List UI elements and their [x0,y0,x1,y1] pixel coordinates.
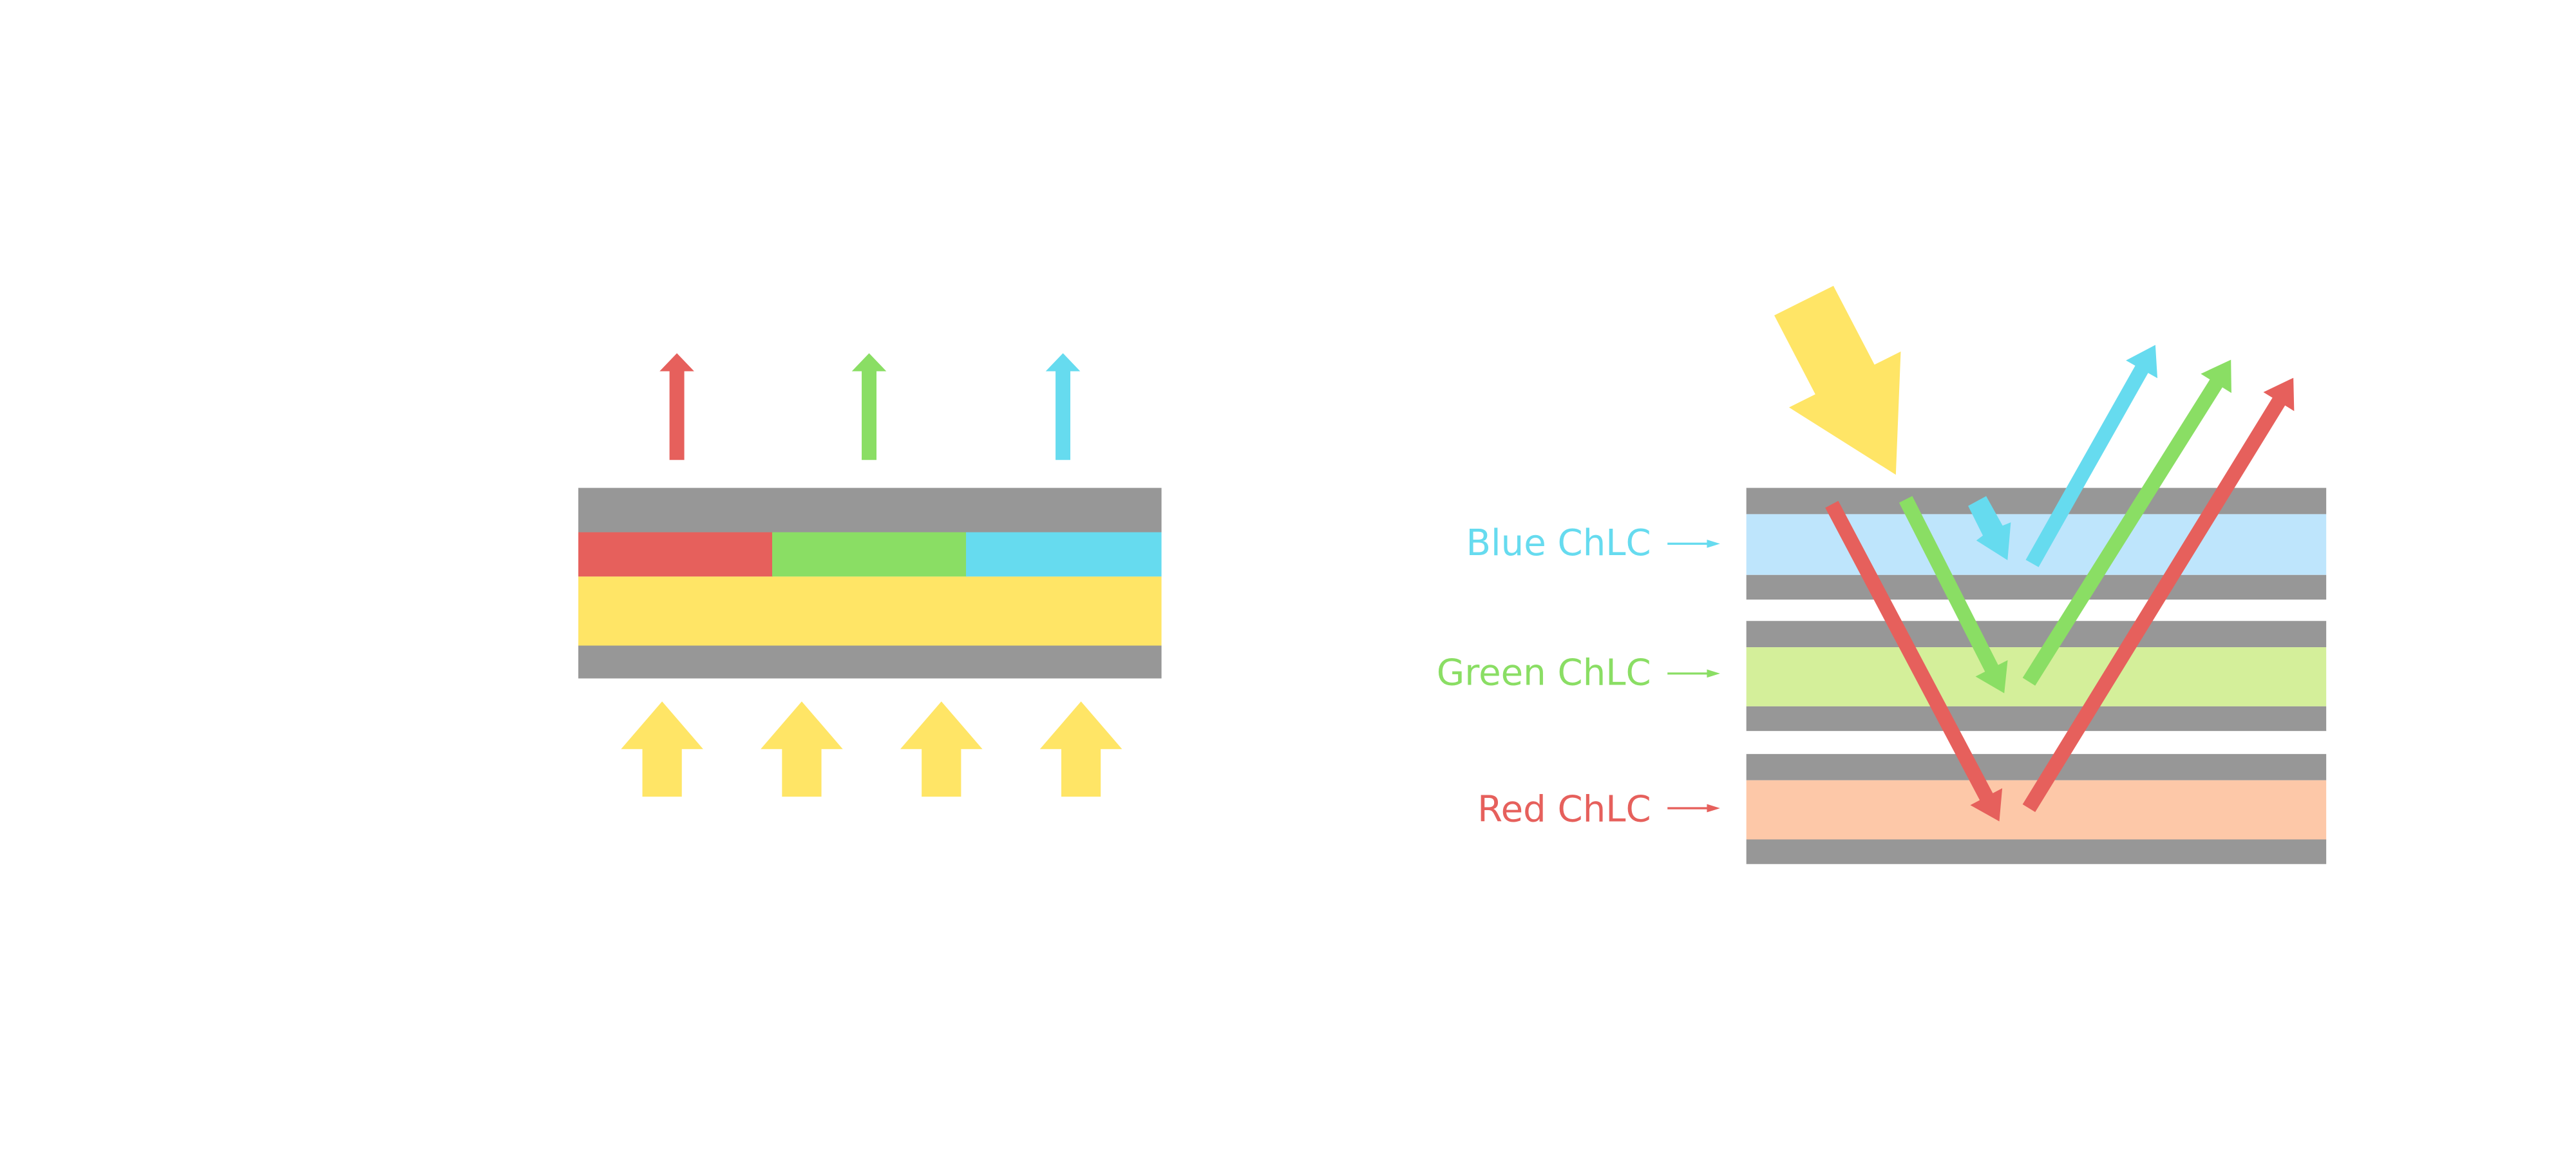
color-filter-display [578,353,1162,797]
red-chlc-label: Red ChLC [1477,788,1651,830]
yellow-backlight-layer [578,576,1162,646]
top-gray-layer [578,487,1162,533]
cyan-incident-arrow [1968,496,2011,560]
blue-gray-bottom [1746,574,2327,600]
green-filter [772,532,967,577]
green-incident-arrow [1899,496,2008,694]
red-output-arrow [659,353,694,460]
red-reflected-arrow [2022,377,2295,813]
red-gray-bottom [1746,839,2327,864]
cyan-filter [966,532,1162,577]
green-gray-top [1746,621,2327,648]
bottom-gray-layer [578,645,1162,679]
green-reflected-arrow [2022,359,2231,686]
green-gray-bottom [1746,706,2327,732]
backlight-arrow-2 [761,701,843,797]
red-gray-top [1746,753,2327,780]
green-chlc-label: Green ChLC [1437,652,1651,694]
green-label-pointer-arrow [1667,669,1720,678]
incident-light-arrow [1774,285,1901,475]
red-label-pointer-arrow [1667,804,1720,813]
chlc-stack: Blue ChLC Green ChLC Red ChLC [1437,285,2327,864]
backlight-arrow-4 [1039,701,1122,797]
backlight-arrow-1 [621,701,703,797]
backlight-arrow-3 [900,701,983,797]
cyan-reflected-arrow [2025,345,2158,567]
green-output-arrow [851,353,887,460]
blue-label-pointer-arrow [1667,539,1720,548]
red-filter [578,532,773,577]
red-incident-arrow [1825,500,2003,822]
blue-chlc-label: Blue ChLC [1466,522,1651,564]
cyan-output-arrow [1045,353,1081,460]
